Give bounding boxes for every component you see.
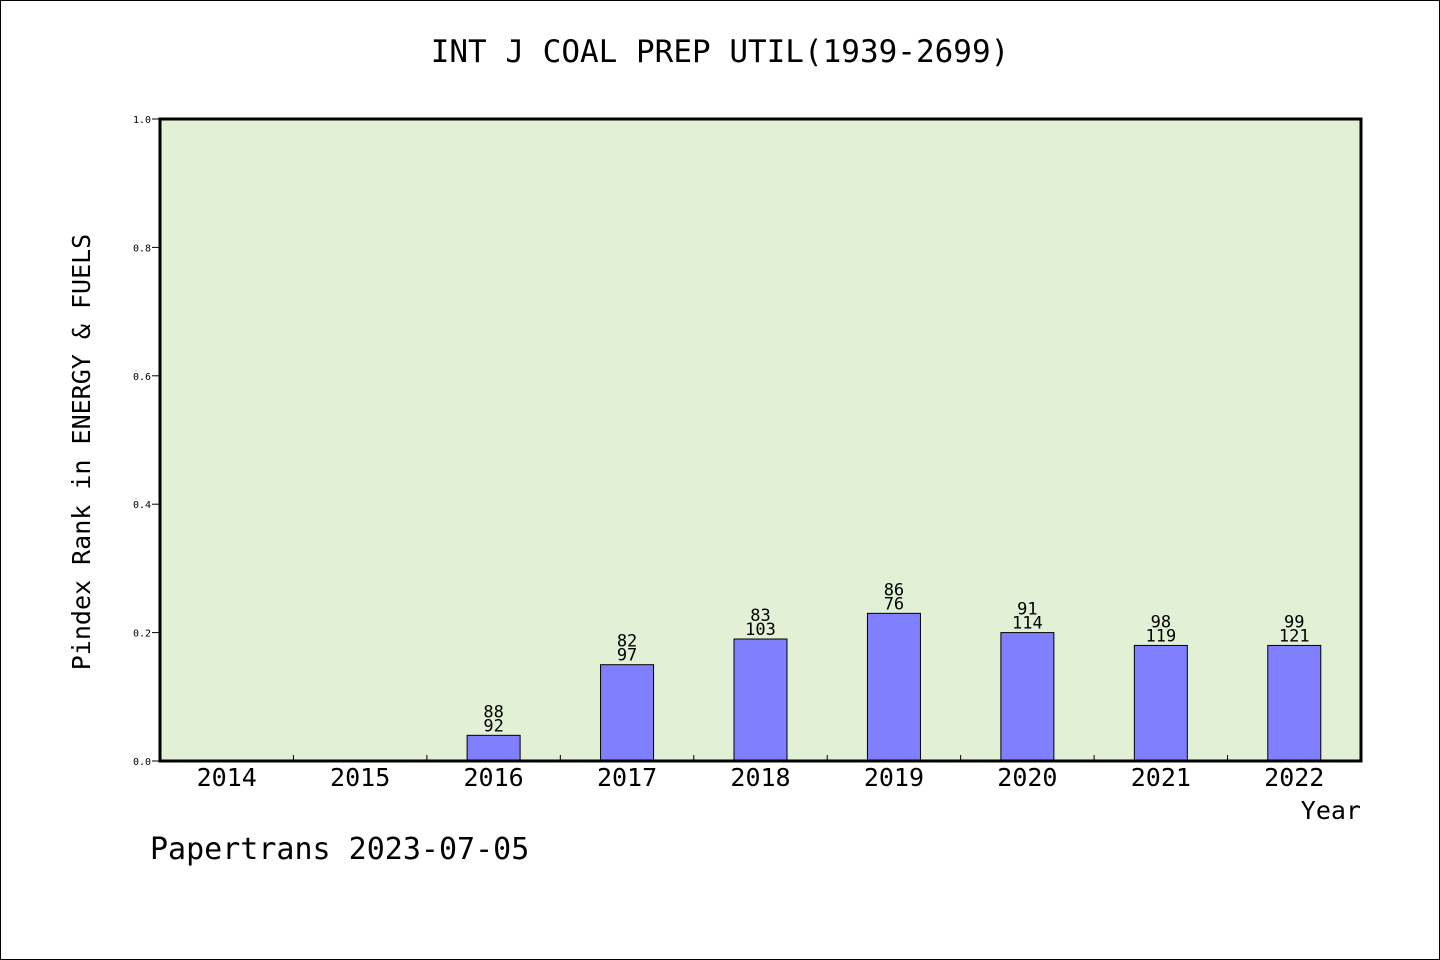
x-axis: 2014 2015 2016 2017 2018 2019 2020 2021 2022: [197, 755, 1324, 792]
bar-label-bottom: 103: [745, 620, 776, 640]
bar-label-bottom: 97: [617, 646, 637, 666]
bar-label-top: 82: [617, 632, 637, 652]
plot-border: [158, 117, 1363, 763]
bar-label-bottom: 119: [1145, 626, 1176, 646]
y-tick-label: 1.0: [133, 115, 151, 126]
bars: [466, 612, 1322, 762]
x-tick-label: 2016: [464, 763, 524, 792]
x-tick-label: 2022: [1264, 763, 1324, 792]
bar-2020: [1000, 632, 1055, 762]
bar-label-top: 86: [884, 580, 904, 600]
y-tick-label: 0.0: [133, 757, 151, 768]
y-tick-label: 0.8: [133, 243, 151, 254]
bar-2016: [466, 734, 521, 762]
footer-note: Papertrans 2023-07-05: [150, 832, 530, 867]
x-tick-label: 2020: [997, 763, 1057, 792]
bar-2019: [866, 612, 921, 762]
bar-2017: [600, 664, 655, 762]
x-axis-title: Year: [1301, 796, 1361, 825]
chart-title: INT J COAL PREP UTIL(1939-2699): [430, 34, 1010, 70]
bar-2021: [1133, 644, 1188, 762]
bar-2022: [1267, 644, 1322, 762]
bar-label-bottom: 114: [1012, 614, 1043, 634]
bar-label-bottom: 76: [884, 594, 904, 614]
bar-label-top: 99: [1284, 612, 1304, 632]
y-axis-title: Pindex Rank in ENERGY & FUELS: [67, 234, 96, 671]
y-tick-label: 0.6: [133, 372, 151, 383]
bar-label-top: 91: [1017, 600, 1037, 620]
y-tick-label: 0.2: [133, 629, 151, 640]
bar-2018: [733, 638, 788, 762]
x-tick-label: 2015: [330, 763, 390, 792]
bar-label-top: 83: [750, 606, 770, 626]
bar-label-top: 98: [1151, 612, 1171, 632]
x-tick-label: 2014: [197, 763, 257, 792]
x-tick-label: 2017: [597, 763, 657, 792]
x-tick-label: 2018: [730, 763, 790, 792]
bar-label-top: 88: [483, 702, 503, 722]
y-axis: 0.0 0.2 0.4 0.6 0.8 1.0: [133, 115, 160, 768]
x-tick-label: 2021: [1131, 763, 1191, 792]
bar-label-bottom: 92: [483, 716, 503, 736]
x-tick-label: 2019: [864, 763, 924, 792]
bar-label-bottom: 121: [1279, 626, 1310, 646]
y-tick-label: 0.4: [133, 500, 151, 511]
